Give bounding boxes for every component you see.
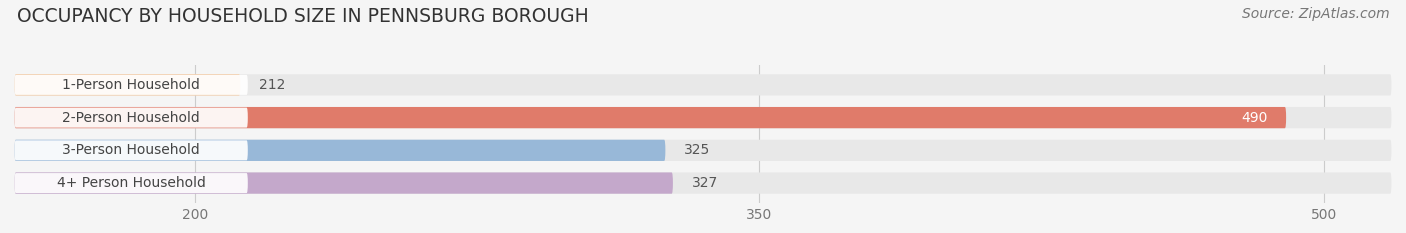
Text: 4+ Person Household: 4+ Person Household — [56, 176, 205, 190]
FancyBboxPatch shape — [14, 140, 247, 160]
Text: 1-Person Household: 1-Person Household — [62, 78, 200, 92]
Text: 327: 327 — [692, 176, 718, 190]
Text: 490: 490 — [1241, 111, 1267, 125]
Text: Source: ZipAtlas.com: Source: ZipAtlas.com — [1241, 7, 1389, 21]
FancyBboxPatch shape — [14, 108, 247, 128]
FancyBboxPatch shape — [14, 107, 1286, 128]
FancyBboxPatch shape — [14, 140, 665, 161]
FancyBboxPatch shape — [14, 74, 1392, 96]
Text: 325: 325 — [685, 143, 710, 157]
Text: 3-Person Household: 3-Person Household — [62, 143, 200, 157]
Text: 2-Person Household: 2-Person Household — [62, 111, 200, 125]
FancyBboxPatch shape — [14, 172, 673, 194]
FancyBboxPatch shape — [14, 172, 1392, 194]
FancyBboxPatch shape — [14, 140, 1392, 161]
FancyBboxPatch shape — [14, 107, 1392, 128]
FancyBboxPatch shape — [14, 74, 240, 96]
FancyBboxPatch shape — [14, 173, 247, 193]
FancyBboxPatch shape — [14, 75, 247, 95]
Text: 212: 212 — [259, 78, 285, 92]
Text: OCCUPANCY BY HOUSEHOLD SIZE IN PENNSBURG BOROUGH: OCCUPANCY BY HOUSEHOLD SIZE IN PENNSBURG… — [17, 7, 589, 26]
